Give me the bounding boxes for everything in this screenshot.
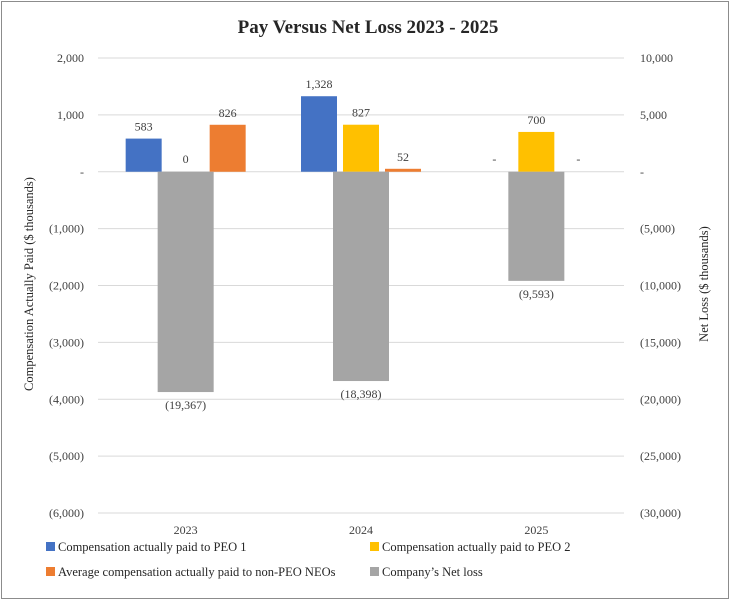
legend-label: Company’s Net loss <box>382 565 483 579</box>
y-tick-label: - <box>80 165 84 179</box>
y2-tick-label: 5,000 <box>640 108 667 122</box>
bars <box>125 96 565 393</box>
legend-swatch <box>46 542 55 551</box>
data-label: (19,367) <box>165 398 206 412</box>
bar <box>301 96 337 172</box>
data-label: 827 <box>352 106 370 120</box>
data-label: (9,593) <box>519 287 554 301</box>
legend-swatch <box>370 542 379 551</box>
y-tick-label: (5,000) <box>49 449 84 463</box>
y-tick-label: 1,000 <box>57 108 84 122</box>
data-label: (18,398) <box>341 387 382 401</box>
bar <box>518 131 555 172</box>
legend-label: Compensation actually paid to PEO 1 <box>58 540 247 554</box>
y2-tick-label: (15,000) <box>640 335 681 349</box>
y2-tick-label: 10,000 <box>640 51 673 65</box>
y2-axis-title: Net Loss ($ thousands) <box>697 226 711 342</box>
bar <box>125 138 162 172</box>
bar <box>209 124 246 172</box>
bar <box>508 171 565 281</box>
x-tick-label: 2025 <box>524 523 548 537</box>
y-tick-label: (3,000) <box>49 335 84 349</box>
chart-title: Pay Versus Net Loss 2023 - 2025 <box>238 17 499 38</box>
x-tick-label: 2023 <box>174 523 198 537</box>
data-label: 826 <box>219 106 237 120</box>
bar <box>385 168 421 172</box>
y-tick-label: (6,000) <box>49 506 84 520</box>
y2-tick-label: (10,000) <box>640 279 681 293</box>
data-labels: 583 0 826 (19,367) 1,328 827 52 (18,398) - 700 - (9… <box>135 77 581 412</box>
x-tick-label: 2024 <box>349 523 373 537</box>
y2-tick-label: (30,000) <box>640 506 681 520</box>
data-label: 583 <box>135 120 153 134</box>
y-tick-label: (2,000) <box>49 279 84 293</box>
data-label: 1,328 <box>306 77 333 91</box>
legend-swatch <box>370 567 379 576</box>
y2-tick-label: (25,000) <box>640 449 681 463</box>
data-label: 0 <box>183 152 189 166</box>
data-label: - <box>492 152 496 166</box>
axes: 2,000 1,000 - (1,000) (2,000) (3,000) (4,000) (… <box>49 51 681 537</box>
data-label: 52 <box>397 150 409 164</box>
bar <box>157 171 214 393</box>
bar <box>333 171 389 382</box>
legend-label: Average compensation actually paid to no… <box>58 565 336 579</box>
y-axis-title: Compensation Actually Paid ($ thousands) <box>22 177 36 391</box>
bar <box>343 124 379 172</box>
legend-swatch <box>46 567 55 576</box>
y2-tick-label: - <box>640 165 644 179</box>
legend: Compensation actually paid to PEO 1 Compe… <box>46 540 571 579</box>
legend-label: Compensation actually paid to PEO 2 <box>382 540 571 554</box>
y-tick-label: (4,000) <box>49 392 84 406</box>
y-tick-label: (1,000) <box>49 222 84 236</box>
data-label: 700 <box>527 113 545 127</box>
data-label: - <box>576 152 580 166</box>
y2-tick-label: (5,000) <box>640 222 675 236</box>
y2-tick-label: (20,000) <box>640 392 681 406</box>
y-tick-label: 2,000 <box>57 51 84 65</box>
